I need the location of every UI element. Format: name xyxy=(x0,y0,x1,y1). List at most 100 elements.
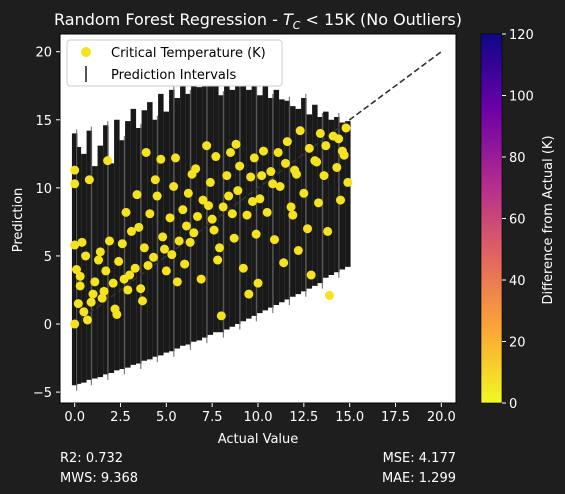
stat-mae: MAE: 1.299 xyxy=(382,471,456,486)
legend-marker-dot xyxy=(81,47,91,57)
data-point xyxy=(248,196,257,206)
data-point xyxy=(178,205,188,215)
colorbar-label: Difference from Actual (K) xyxy=(541,135,556,304)
x-tick-label: 12.5 xyxy=(289,410,318,425)
data-point xyxy=(103,156,113,166)
data-point xyxy=(127,226,136,236)
chart-title-tail: < 15K (No Outliers) xyxy=(300,10,462,29)
data-point xyxy=(193,211,202,221)
data-point xyxy=(253,278,263,288)
data-point xyxy=(134,222,144,232)
data-point xyxy=(198,195,208,205)
data-point xyxy=(94,255,103,265)
colorbar-tick-label: 120 xyxy=(509,28,534,43)
data-point xyxy=(312,157,322,167)
data-point xyxy=(334,134,344,144)
data-point xyxy=(227,209,237,219)
data-point xyxy=(70,165,80,175)
data-point xyxy=(182,221,191,231)
data-point xyxy=(88,289,98,299)
data-point xyxy=(183,188,193,198)
data-point xyxy=(171,153,180,163)
data-point xyxy=(205,177,215,187)
data-point xyxy=(332,162,342,172)
x-tick-label: 15.0 xyxy=(335,410,364,425)
data-point xyxy=(319,171,329,181)
stat-mws: MWS: 9.368 xyxy=(60,471,138,486)
data-point xyxy=(108,278,118,288)
data-point xyxy=(249,153,259,163)
data-point xyxy=(105,236,114,246)
data-point xyxy=(161,266,171,276)
data-point xyxy=(315,128,325,138)
data-point xyxy=(185,237,195,247)
x-tick-label: 5.0 xyxy=(156,410,177,425)
data-point xyxy=(231,139,241,149)
data-point xyxy=(167,250,177,260)
data-point xyxy=(281,158,290,168)
data-point xyxy=(343,177,353,187)
data-point xyxy=(275,182,285,192)
data-point xyxy=(158,232,168,242)
data-point xyxy=(259,146,268,156)
data-point xyxy=(229,233,239,243)
colorbar-tick-label: 0 xyxy=(509,397,517,412)
data-point xyxy=(149,252,158,262)
identity-reference-line xyxy=(74,51,442,325)
data-point xyxy=(136,284,146,294)
data-point xyxy=(235,161,245,171)
data-point xyxy=(207,214,217,224)
data-point xyxy=(119,274,129,284)
data-point xyxy=(141,147,151,157)
chart-title-main: Random Forest Regression - xyxy=(54,10,283,29)
data-point xyxy=(97,293,107,303)
data-point xyxy=(255,194,265,204)
colorbar xyxy=(480,33,503,404)
y-tick-label: 15 xyxy=(35,114,52,129)
data-point xyxy=(73,299,83,309)
data-point xyxy=(321,141,331,151)
data-point xyxy=(70,179,80,189)
data-point xyxy=(117,239,127,249)
colorbar-tick-label: 60 xyxy=(509,213,526,228)
data-point xyxy=(169,182,179,192)
x-tick-label: 17.5 xyxy=(381,410,410,425)
data-point xyxy=(273,147,283,157)
colorbar-ticks: 0 20 40 60 80 100 120 xyxy=(502,28,534,412)
data-point xyxy=(339,150,349,160)
data-point xyxy=(77,237,87,247)
data-point xyxy=(152,191,162,201)
data-point xyxy=(72,265,81,275)
x-axis-label: Actual Value xyxy=(218,432,299,447)
data-point xyxy=(99,286,109,296)
y-tick-label: 5 xyxy=(44,250,52,265)
scatter-points xyxy=(70,123,353,329)
data-point xyxy=(257,171,267,181)
data-point xyxy=(204,201,213,211)
data-point xyxy=(292,169,301,179)
data-point xyxy=(95,247,105,257)
data-point xyxy=(222,171,232,181)
colorbar-tick-label: 40 xyxy=(509,274,526,289)
data-point xyxy=(191,164,201,174)
x-tick-label: 2.5 xyxy=(110,410,131,425)
data-point xyxy=(150,175,160,185)
chart-title-math: T xyxy=(283,10,294,29)
data-point xyxy=(79,307,89,317)
data-point xyxy=(213,255,223,265)
data-point xyxy=(238,263,248,273)
y-tick-label: 10 xyxy=(35,182,52,197)
x-tick-label: 0.0 xyxy=(64,410,85,425)
legend-box xyxy=(66,39,283,87)
data-point xyxy=(244,289,254,299)
data-point xyxy=(70,240,80,250)
colorbar-tick-label: 100 xyxy=(509,90,534,105)
data-point xyxy=(114,256,124,266)
y-tick-label: −5 xyxy=(33,386,52,401)
chart-title: Random Forest Regression - TC < 15K (No … xyxy=(54,10,462,32)
data-point xyxy=(139,243,149,253)
data-point xyxy=(81,251,91,261)
stat-mse: MSE: 4.177 xyxy=(383,451,456,466)
data-point xyxy=(268,179,278,189)
